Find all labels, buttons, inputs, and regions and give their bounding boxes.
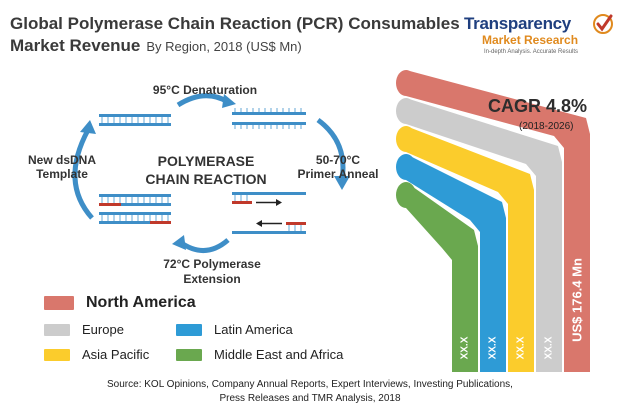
dna-strand-bottom-right	[232, 192, 306, 234]
chart-subtitle: By Region, 2018 (US$ Mn)	[146, 39, 302, 54]
step-denaturation: 95°C Denaturation	[153, 83, 257, 97]
logo-name-2: Market Research	[482, 33, 579, 47]
legend-label: Latin America	[214, 322, 293, 337]
bar-chart: XX.X XX.X XX.X XX.X US$ 176.4 Mn	[396, 70, 590, 372]
pcr-cycle-diagram: 95°C Denaturation POLYMERASE CHAIN REACT…	[28, 83, 379, 286]
legend-label: North America	[86, 294, 196, 311]
value-label-asia-pacific: XX.X	[516, 336, 527, 359]
legend-label: Asia Pacific	[82, 347, 150, 362]
cagr-period: (2018-2026)	[519, 121, 574, 132]
pcr-center-line2: CHAIN REACTION	[145, 171, 266, 187]
cycle-arrowheads	[80, 94, 350, 250]
dna-strand-bottom-left	[99, 194, 171, 224]
chart-title-line2: Market Revenue By Region, 2018 (US$ Mn)	[10, 36, 302, 56]
step-extension-line1: 72°C Polymerase	[163, 257, 261, 271]
bar-middle-east-africa-cap	[396, 182, 416, 208]
step-anneal-line2: Primer Anneal	[298, 167, 379, 181]
logo-check-icon	[593, 14, 613, 34]
legend-item-north-america: North America	[44, 294, 196, 312]
legend-label: Europe	[82, 322, 124, 337]
step-template-line2: Template	[36, 167, 88, 181]
chart-title: Global Polymerase Chain Reaction (PCR) C…	[10, 14, 460, 33]
value-label-middle-east-africa: XX.X	[460, 336, 471, 359]
legend-swatch	[44, 348, 70, 361]
logo-name: Transparency	[464, 14, 571, 33]
value-label-europe: XX.X	[544, 336, 555, 359]
source-note: Source: KOL Opinions, Company Annual Rep…	[0, 378, 620, 406]
bar-north-america	[406, 70, 590, 372]
step-template-line1: New dsDNA	[28, 153, 96, 167]
legend-item-europe: Europe	[44, 322, 124, 337]
legend-swatch	[44, 323, 70, 336]
value-label-north-america: US$ 176.4 Mn	[570, 258, 585, 342]
tmr-logo: Transparency Market Research In-depth An…	[464, 14, 614, 68]
bar-latin-america	[406, 154, 506, 372]
logo-tagline: In-depth Analysis. Accurate Results	[484, 49, 579, 55]
legend-swatch	[176, 323, 202, 336]
legend-item-asia-pacific: Asia Pacific	[44, 347, 149, 362]
bar-europe-cap	[396, 98, 416, 124]
cagr-label: CAGR 4.8%	[488, 96, 588, 116]
step-anneal-line1: 50-70°C	[316, 153, 360, 167]
source-line2: Press Releases and TMR Analysis, 2018	[219, 393, 401, 404]
source-line1: Source: KOL Opinions, Company Annual Rep…	[107, 379, 513, 390]
pcr-center-line1: POLYMERASE	[158, 153, 255, 169]
bar-middle-east-africa	[406, 182, 478, 372]
value-label-latin-america: XX.X	[488, 336, 499, 359]
dna-strand-top-right	[232, 108, 306, 129]
bar-europe	[406, 98, 562, 372]
legend-item-middle-east-africa: Middle East and Africa	[176, 347, 343, 362]
legend-swatch	[44, 296, 74, 310]
bar-asia-pacific	[406, 126, 534, 372]
bar-north-america-cap	[396, 70, 416, 96]
step-extension-line2: Extension	[183, 272, 240, 286]
chart-title-market-revenue: Market Revenue	[10, 36, 141, 55]
legend-item-latin-america: Latin America	[176, 322, 293, 337]
legend-label: Middle East and Africa	[214, 347, 344, 362]
legend-swatch	[176, 348, 202, 361]
bar-latin-america-cap	[396, 154, 416, 180]
bar-asia-pacific-cap	[396, 126, 416, 152]
dna-strand-top-left	[99, 114, 171, 126]
